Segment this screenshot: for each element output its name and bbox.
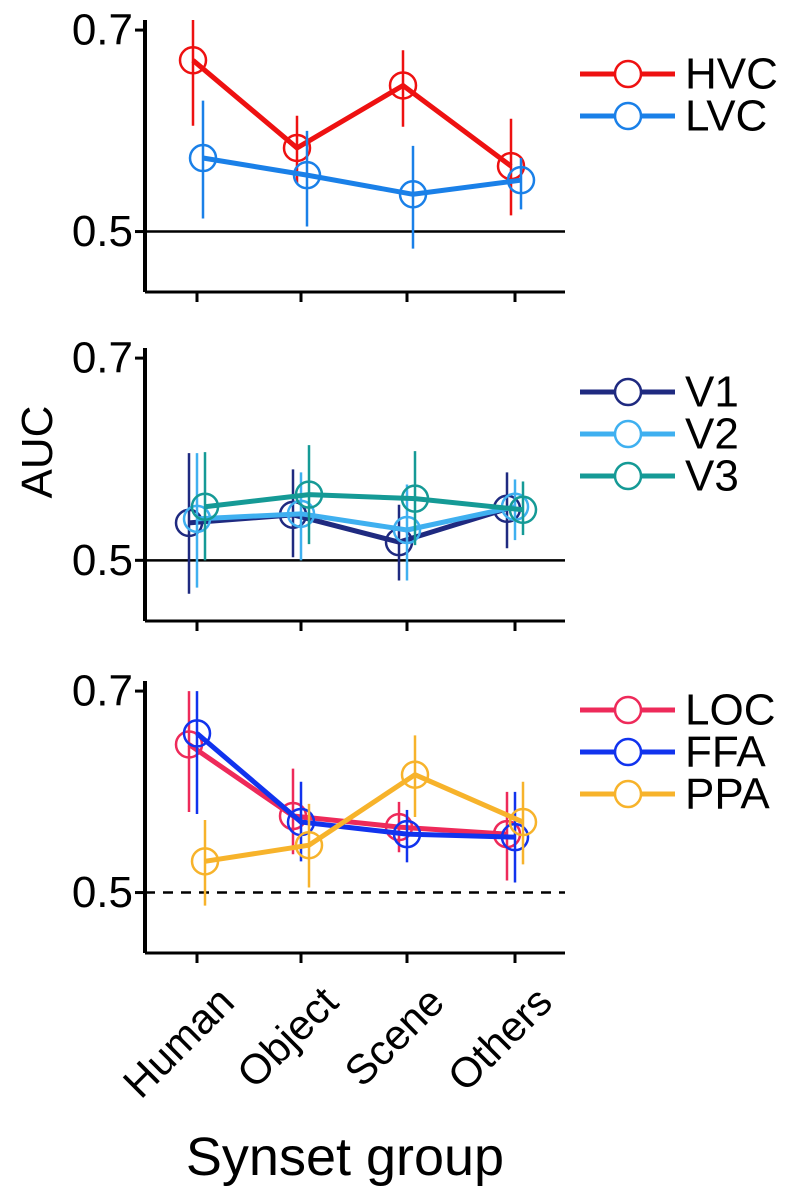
legend-entry-hvc: HVC: [580, 50, 778, 99]
data-point: [188, 143, 218, 173]
data-point: [508, 807, 538, 837]
legend-entry-loc: LOC: [580, 686, 775, 735]
data-point: [190, 492, 220, 521]
data-point: [292, 160, 322, 190]
data-point: [294, 830, 324, 860]
legend-marker: [613, 101, 643, 131]
legend-label: V2: [685, 410, 739, 459]
x-tick-label: Object: [228, 977, 347, 1096]
series-line: [188, 506, 508, 545]
legend-entry-ffa: FFA: [580, 728, 766, 777]
x-tick-label: Scene: [335, 978, 452, 1095]
legend-label: PPA: [685, 770, 770, 819]
x-tick-label: Others: [439, 978, 561, 1100]
y-axis-title: AUC: [13, 406, 62, 499]
x-tick-label: Human: [114, 978, 243, 1107]
series-line: [196, 504, 516, 533]
series-lvc: [188, 100, 536, 249]
series-ffa: [182, 691, 530, 883]
legend-label: FFA: [685, 728, 766, 777]
series-v2: [182, 453, 530, 588]
legend-label: LOC: [685, 686, 775, 735]
data-point: [282, 133, 312, 163]
data-point: [286, 499, 316, 529]
series-line: [204, 772, 525, 864]
legend-label: LVC: [685, 92, 767, 141]
data-point: [388, 71, 418, 100]
legend-entry-v3: V3: [580, 452, 739, 501]
data-point: [190, 847, 220, 876]
legend-label: V3: [685, 452, 739, 501]
series-ppa: [190, 735, 538, 906]
legend-marker: [613, 779, 643, 809]
legend-label: HVC: [685, 50, 778, 99]
legend-entry-lvc: LVC: [580, 92, 767, 141]
series-loc: [174, 691, 522, 881]
data-point: [400, 484, 430, 513]
legend-marker: [613, 59, 643, 89]
series-v3: [190, 445, 538, 561]
data-point: [182, 719, 212, 748]
y-tick-label: 0.7: [72, 334, 133, 383]
x-axis-title: Synset group: [186, 1127, 504, 1187]
legend-entry-v2: V2: [580, 410, 739, 459]
y-tick-label: 0.7: [72, 667, 133, 716]
legend-label: V1: [685, 368, 739, 417]
series-line: [202, 155, 522, 197]
legend-marker: [613, 695, 643, 725]
y-tick-label: 0.7: [72, 6, 133, 55]
legend-marker: [613, 737, 643, 767]
series-line: [191, 58, 513, 169]
data-point: [400, 760, 430, 789]
y-tick-label: 0.5: [72, 536, 133, 585]
data-point: [506, 165, 536, 195]
data-point: [500, 822, 530, 852]
data-point: [384, 812, 414, 842]
legend-marker: [613, 461, 643, 491]
data-point: [392, 515, 422, 545]
y-tick-label: 0.5: [72, 207, 133, 256]
data-point: [392, 819, 422, 849]
data-point: [398, 180, 428, 209]
data-point: [294, 480, 324, 509]
series-line: [195, 731, 516, 840]
legend-marker: [613, 377, 643, 407]
legend-marker: [613, 419, 643, 449]
legend-entry-v1: V1: [580, 368, 739, 417]
data-point: [178, 46, 208, 75]
legend-entry-ppa: PPA: [580, 770, 770, 819]
data-point: [508, 495, 538, 525]
series-line: [204, 492, 524, 513]
data-point: [278, 801, 308, 831]
y-tick-label: 0.5: [72, 868, 133, 917]
